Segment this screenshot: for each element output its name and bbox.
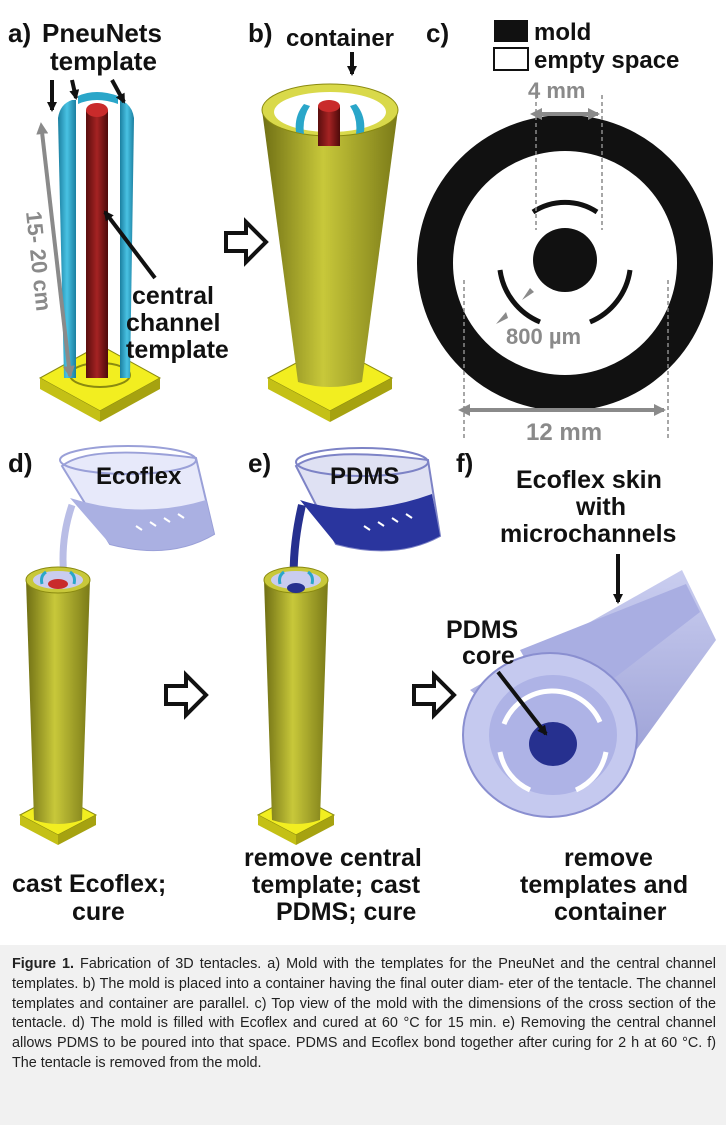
- mold-cross-section: [417, 115, 713, 411]
- caption-e-line1: remove central: [244, 844, 422, 872]
- skin-label-line2: with: [575, 493, 626, 521]
- process-arrow-d-e: [164, 670, 209, 720]
- caption-line-3: eter of the tentacle. The channel templa…: [12, 975, 716, 1012]
- pdms-core: [529, 722, 577, 766]
- panel-d: d) Ecoflex cast Ecoflex; cure: [8, 445, 216, 926]
- caption-line-5: cured at 60 °C for 15 min. e) Removing t…: [12, 1015, 716, 1052]
- central-channel-label-line3: template: [126, 336, 229, 364]
- panel-a-letter: a): [8, 18, 31, 48]
- core-label-line1: PDMS: [446, 616, 518, 644]
- panel-d-letter: d): [8, 448, 33, 478]
- caption-d-line2: cure: [72, 898, 125, 926]
- panel-e-letter: e): [248, 448, 271, 478]
- central-channel-template: [86, 103, 108, 378]
- figure: a) PneuNets template 15- 20 cm central: [8, 18, 716, 926]
- ecoflex-label: Ecoflex: [96, 463, 182, 490]
- panel-e: e) PDMS remove central template; cast PD…: [244, 447, 457, 926]
- caption-f-line2: templates and: [520, 871, 688, 899]
- legend-swatch-empty: [493, 47, 529, 71]
- caption-f-line1: remove: [564, 844, 653, 872]
- panel-f-letter: f): [456, 448, 473, 478]
- panel-b: b) container: [224, 18, 399, 422]
- panel-c-letter: c): [426, 18, 449, 48]
- caption-line-1: Fabrication of 3D tentacles. a) Mold wit…: [80, 956, 611, 972]
- pdms-label: PDMS: [330, 463, 399, 490]
- legend-label-empty: empty space: [534, 47, 679, 74]
- caption-line-6: that space. PDMS and Ecoflex bond togeth…: [12, 1035, 716, 1071]
- panel-c: c) mold empty space 4 mm 800 µm 12 mm: [417, 18, 713, 446]
- tapered-container: [262, 110, 398, 387]
- filled-container-e: [264, 580, 328, 824]
- core-label-line2: core: [462, 642, 515, 670]
- pneunets-title-line1: PneuNets: [42, 18, 162, 48]
- core-arrow: [496, 670, 548, 736]
- caption-f-line3: container: [554, 898, 667, 926]
- caption-line-4: with the dimensions of the cross section…: [12, 995, 716, 1032]
- legend-swatch-mold: [494, 20, 528, 42]
- caption-label: Figure 1.: [12, 956, 74, 972]
- pdms-beaker: [294, 447, 442, 552]
- caption-d-line1: cast Ecoflex;: [12, 870, 166, 898]
- caption-line-2: central channel templates. b) The mold i…: [12, 956, 716, 992]
- panel-a: a) PneuNets template 15- 20 cm central: [8, 18, 229, 422]
- skin-label-line1: Ecoflex skin: [516, 466, 662, 494]
- process-arrow-e-f: [412, 670, 457, 720]
- figure-caption-box: Figure 1. Fabrication of 3D tentacles. a…: [0, 945, 726, 1125]
- dim-4mm-label: 4 mm: [528, 78, 585, 103]
- dim-800um-label: 800 µm: [506, 324, 581, 349]
- central-channel-arrow: [103, 210, 157, 280]
- figure-caption: Figure 1. Fabrication of 3D tentacles. a…: [12, 955, 716, 1074]
- filled-container-d: [26, 580, 90, 824]
- legend-label-mold: mold: [534, 19, 591, 46]
- length-dimension-arrow: [36, 122, 75, 378]
- panel-f: f) Ecoflex skin with microchannels PDMS …: [446, 448, 716, 926]
- template-arrow-3: [110, 79, 126, 104]
- dim-12mm-label: 12 mm: [526, 419, 602, 446]
- process-arrow-a-b: [224, 217, 269, 267]
- caption-line-7: removed from the mold.: [109, 1054, 262, 1071]
- central-channel-label-line2: channel: [126, 309, 220, 337]
- ecoflex-beaker: [59, 445, 216, 552]
- template-arrow-2: [69, 79, 80, 100]
- caption-e-line2: template; cast: [252, 871, 421, 899]
- tentacle: [462, 570, 716, 818]
- central-channel-label-line1: central: [132, 282, 214, 310]
- skin-label-line3: microchannels: [500, 520, 676, 548]
- caption-e-line3: PDMS; cure: [276, 898, 416, 926]
- pneunets-title-line2: template: [50, 46, 157, 76]
- panel-b-letter: b): [248, 18, 273, 48]
- container-label: container: [286, 25, 394, 52]
